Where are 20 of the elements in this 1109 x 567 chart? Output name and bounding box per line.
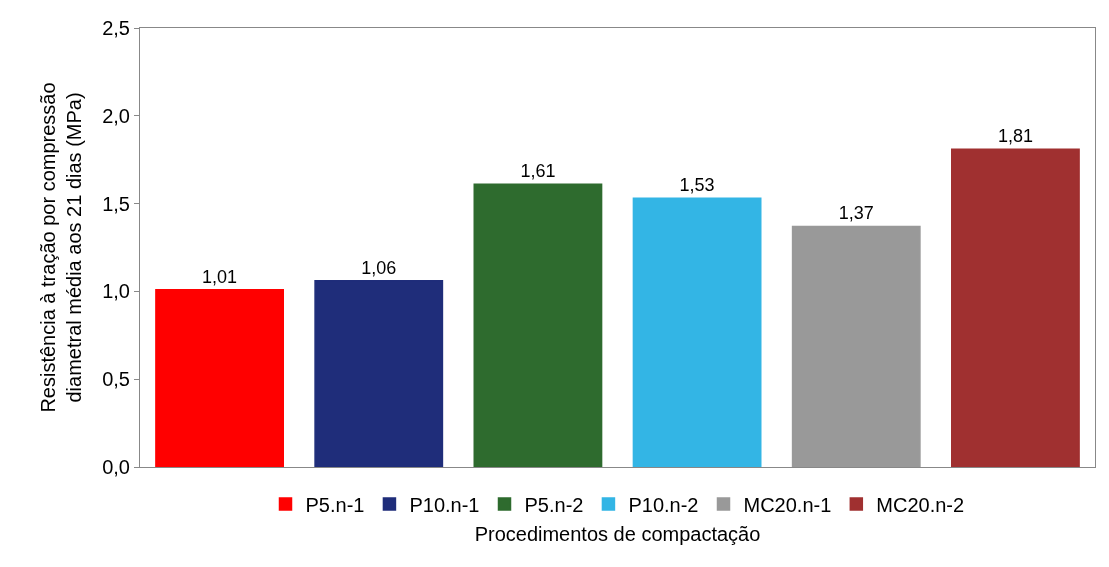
data-label: 1,53 bbox=[679, 175, 715, 196]
legend-label: P5.n-1 bbox=[305, 493, 365, 516]
data-label: 1,61 bbox=[520, 161, 556, 182]
legend-label: P5.n-2 bbox=[524, 493, 584, 516]
y-tick-label: 0,0 bbox=[102, 456, 130, 478]
y-tick-label: 1,5 bbox=[102, 192, 130, 215]
legend-label: MC20.n-1 bbox=[743, 493, 832, 516]
legend-label: P10.n-2 bbox=[628, 493, 699, 516]
data-label: 1,37 bbox=[838, 203, 874, 224]
y-tick-label: 0,5 bbox=[102, 368, 130, 391]
x-axis-title: Procedimentos de compactação bbox=[474, 522, 761, 545]
data-label: 1,81 bbox=[997, 126, 1033, 147]
y-axis-title: Resistência à tração por compressão diametral média aos 21 dias (MPa) bbox=[36, 82, 85, 413]
data-label: 1,01 bbox=[202, 266, 238, 287]
legend-label: MC20.n-2 bbox=[876, 493, 965, 516]
data-label: 1,06 bbox=[361, 257, 397, 278]
y-tick-label: 2,0 bbox=[102, 104, 130, 127]
y-tick-label: 1,0 bbox=[102, 280, 130, 303]
legend-label: P10.n-1 bbox=[409, 493, 480, 516]
y-tick-label: 2,5 bbox=[102, 17, 130, 39]
